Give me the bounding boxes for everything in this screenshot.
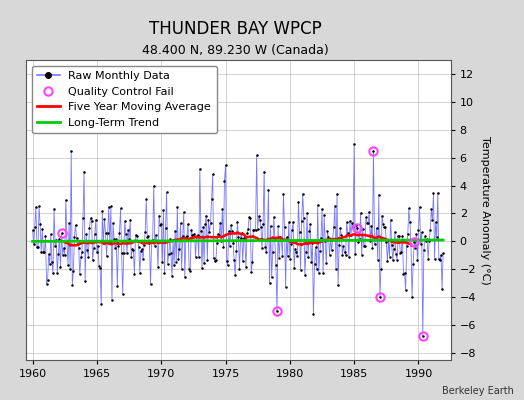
Text: 48.400 N, 89.230 W (Canada): 48.400 N, 89.230 W (Canada) <box>143 44 329 57</box>
Legend: Raw Monthly Data, Quality Control Fail, Five Year Moving Average, Long-Term Tren: Raw Monthly Data, Quality Control Fail, … <box>32 66 217 133</box>
Text: THUNDER BAY WPCP: THUNDER BAY WPCP <box>149 20 322 38</box>
Text: Berkeley Earth: Berkeley Earth <box>442 386 514 396</box>
Y-axis label: Temperature Anomaly (°C): Temperature Anomaly (°C) <box>480 136 490 284</box>
